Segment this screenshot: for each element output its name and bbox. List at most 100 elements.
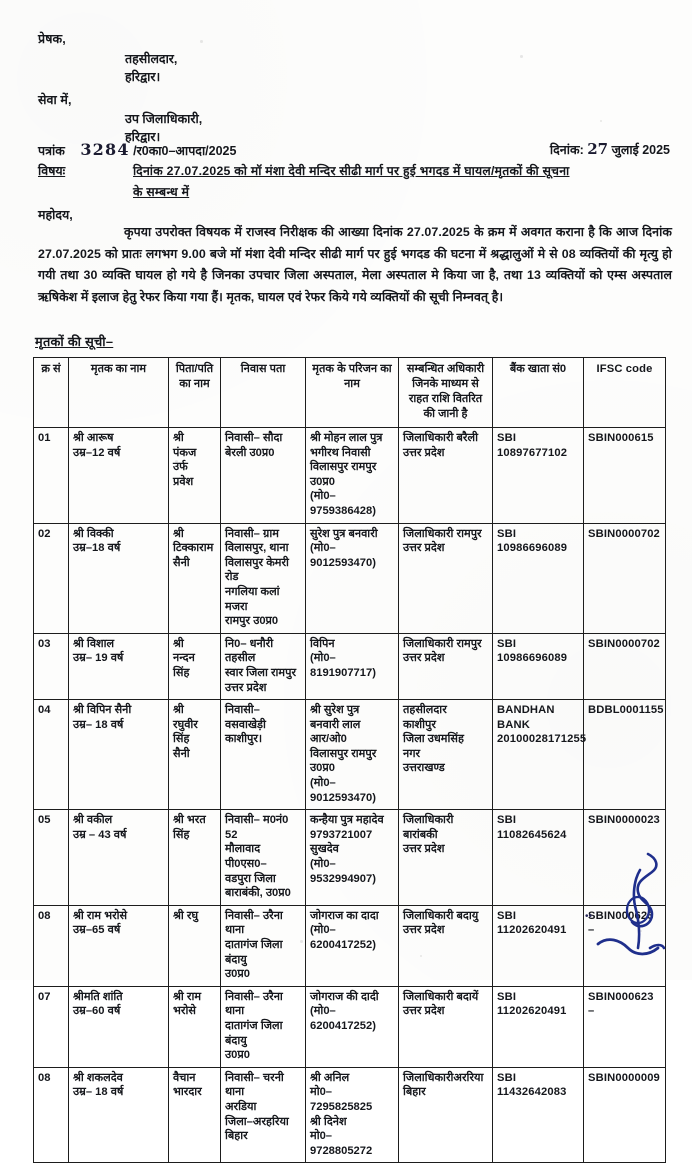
cell-address-line: काशीपुर। xyxy=(225,733,263,746)
cell-address-line: मौलावाद पी0एस0– xyxy=(225,843,267,871)
cell-ifsc-line: SBIN000615 xyxy=(588,432,654,444)
cell-kin-name-line: आर/ओ0 xyxy=(310,733,347,746)
table-row: 08 श्री राम भरोसे उम्र–65 वर्ष श्री रघु निवा… xyxy=(33,904,666,987)
cell-father-name-line: भारदार xyxy=(173,1086,202,1099)
col-header-bank-account: बैंक खाता सं0 xyxy=(492,357,584,428)
body-text: कृपया उपरोक्त विषयक में राजस्व निरीक्षक … xyxy=(38,225,672,304)
table-header-row: क्र सं मृतक का नाम पिता/पति का नाम निवास… xyxy=(33,357,666,428)
cell-deceased-name: श्री विपिन सैनी उम्र– 18 वर्ष xyxy=(68,699,169,811)
cell-deceased-name-line: उम्र–65 वर्ष xyxy=(73,924,121,937)
cell-relief-officer-line: जिलाधिकारी xyxy=(403,814,454,827)
cell-kin-name-line: 6200417252) xyxy=(310,1019,376,1032)
cell-ifsc: SBIN0000009 xyxy=(583,1066,666,1163)
recipient-label: सेवा में, xyxy=(38,93,72,107)
cell-kin-name-line: श्री सुरेश पुत्र xyxy=(310,704,360,717)
deceased-table: क्र सं मृतक का नाम पिता/पति का नाम निवास… xyxy=(33,357,666,1163)
cell-bank-account-line: SBI xyxy=(497,432,517,444)
col-header-relief-officer: सम्बन्धित अधिकारी जिनके माध्यम से राहत र… xyxy=(398,357,493,428)
cell-address-line: नि0– धनौरी तहसील xyxy=(225,637,274,665)
cell-kin-name-line: जोगराज का दादा xyxy=(310,909,379,922)
cell-ifsc-line: BDBL0001155 xyxy=(588,704,664,717)
cell-address-line: विलासपुर केमरी रोड xyxy=(225,556,289,584)
cell-kin-name: जोगराज की दादी (मो0– 6200417252) xyxy=(305,985,399,1068)
cell-address-line: निवासी– उरैना थाना xyxy=(225,909,283,937)
cell-address-line: बेरली उ0प्र0 xyxy=(225,446,275,459)
subject-line-1: दिनांक 27.07.2025 को मॉ मंशा देवी मन्दिर… xyxy=(133,164,570,178)
cell-bank-account-line: 11202620491 xyxy=(497,924,567,937)
cell-deceased-name: श्री राम भरोसे उम्र–65 वर्ष xyxy=(68,904,169,987)
cell-ifsc-line: SBIN0000009 xyxy=(588,1071,660,1084)
cell-bank-account-line: SBI xyxy=(497,814,517,827)
table-row: 03 श्री विशाल उम्र– 19 वर्ष श्री नन्दन सिंह नि… xyxy=(33,632,666,701)
cell-deceased-name-line: श्री राम भरोसे xyxy=(73,909,128,922)
cell-kin-name-line: 6200417252) xyxy=(310,939,376,951)
cell-father-name-line: उर्फ xyxy=(173,461,188,474)
cell-ifsc-line: SBIN000623 xyxy=(588,990,654,1003)
cell-relief-officer: जिलाधिकारीअररिया बिहार xyxy=(398,1066,493,1163)
cell-kin-name-line: उ0प्र0 xyxy=(310,475,335,488)
cell-bank-account-line: SBI xyxy=(497,909,517,922)
cell-kin-name-line: भगीरथ निवासी xyxy=(310,446,371,459)
cell-address-line: निवासी– वसवाखेड़ी xyxy=(225,704,266,731)
cell-father-name-line: श्री भरत xyxy=(173,814,206,827)
cell-kin-name-line: (मो0– xyxy=(310,924,336,937)
letter-number-suffix: /र0का0–आपदा/2025 xyxy=(133,144,237,158)
letter-document: प्रेषक, तहसीलदार, हरिद्वार। सेवा में, उप… xyxy=(33,32,672,1163)
date-day-handwritten: 27 xyxy=(587,140,609,158)
cell-address-line: वडपुरा जिला xyxy=(225,872,276,885)
cell-ifsc: SBIN0000702 xyxy=(583,522,666,634)
cell-relief-officer-line: जिला उधमसिंह xyxy=(403,733,464,746)
cell-address-line: जिला–अरहरिया xyxy=(225,1115,289,1128)
cell-bank-account: SBI 11432642083 xyxy=(492,1066,584,1163)
cell-kin-name-line: सुरेश पुत्र बनवारी xyxy=(310,527,378,540)
cell-deceased-name-line: उम्र – 43 वर्ष xyxy=(73,828,127,841)
cell-deceased-name: श्री शकलदेव उम्र– 18 वर्ष xyxy=(68,1066,169,1163)
cell-bank-account: SBI 10986696089 xyxy=(492,632,584,701)
cell-relief-officer-line: जिलाधिकारी रामपुर xyxy=(403,527,482,540)
cell-serial: 03 xyxy=(33,632,69,701)
cell-kin-name-line: 9793721007 xyxy=(310,828,373,841)
cell-ifsc-line: SBIN0000702 xyxy=(588,637,660,650)
col-header-residence-address: निवास पता xyxy=(220,357,306,428)
cell-deceased-name: श्री विशाल उम्र– 19 वर्ष xyxy=(68,632,169,701)
cell-address: निवासी– म0नं0 52 मौलावाद पी0एस0– वडपुरा जि… xyxy=(220,809,306,906)
table-row: 07 श्रीमति शांति उम्र–60 वर्ष श्री राम भरोसे… xyxy=(33,985,666,1068)
cell-father-name-line: श्री xyxy=(173,432,184,444)
cell-address-line: दातागंज जिला बंदायु xyxy=(225,1019,283,1047)
cell-ifsc-line: SBIN0000702 xyxy=(588,527,660,540)
letter-number: पत्रांक 3284 /र0का0–आपदा/2025 xyxy=(38,140,236,159)
cell-address: निवासी– सौदा बेरली उ0प्र0 xyxy=(220,427,306,524)
table-row: 05 श्री वकील उम्र – 43 वर्ष श्री भरत सिंह निव… xyxy=(33,809,666,906)
cell-address-line: उ0प्र0 xyxy=(225,968,250,981)
cell-relief-officer: तहसीलदार काशीपुर जिला उधमसिंह नगर उत्तराखण्ड xyxy=(398,699,493,811)
table-row: 01 श्री आरूष उम्र–12 वर्ष श्री पंकज उर्फ प्रवे… xyxy=(33,427,666,524)
cell-bank-account-line: 11432642083 xyxy=(497,1086,567,1099)
cell-serial: 07 xyxy=(33,985,69,1068)
cell-kin-name: श्री सुरेश पुत्र बनवारी लाल आर/ओ0 विलासपुर … xyxy=(305,699,399,811)
cell-kin-name: कन्हैया पुत्र महादेव 9793721007 सुखदेव (मो0… xyxy=(305,809,399,906)
col-header-deceased-name: मृतक का नाम xyxy=(68,357,169,428)
cell-relief-officer-line: जिलाधिकारी बदायु xyxy=(403,909,479,922)
cell-kin-name-line: (मो0– xyxy=(310,652,336,665)
body-paragraph: कृपया उपरोक्त विषयक में राजस्व निरीक्षक … xyxy=(38,222,672,308)
cell-address-line: बाराबंकी, उ0प्र0 xyxy=(225,887,291,900)
cell-kin-name-line: बनवारी लाल xyxy=(310,718,361,731)
cell-kin-name: श्री अनिल मो0–7295825825 श्री दिनेश मो0–972… xyxy=(305,1066,399,1163)
cell-father-name: वैचान भारदार xyxy=(168,1066,221,1163)
cell-serial: 05 xyxy=(33,809,69,906)
cell-deceased-name-line: श्री विपिन सैनी xyxy=(73,704,132,717)
cell-father-name: श्री भरत सिंह xyxy=(168,809,221,906)
table-row: 02 श्री विक्की उम्र–18 वर्ष श्री टिक्काराम स… xyxy=(33,522,666,634)
cell-father-name: श्री रघुवीर सिंह सैनी xyxy=(168,699,221,811)
cell-father-name-line: वैचान xyxy=(173,1071,196,1084)
cell-kin-name-line: (मो0– xyxy=(310,1005,336,1018)
cell-kin-name-line: श्री मोहन लाल पुत्र xyxy=(310,432,383,444)
cell-deceased-name: श्रीमति शांति उम्र–60 वर्ष xyxy=(68,985,169,1068)
cell-serial: 08 xyxy=(33,1066,69,1163)
cell-father-name: श्री रघु xyxy=(168,904,221,987)
cell-father-name-line: भरोसे xyxy=(173,1005,196,1018)
cell-relief-officer-line: जिलाधिकारी बदायें xyxy=(403,990,479,1003)
cell-bank-account: SBI 10897677102 xyxy=(492,427,584,524)
cell-father-name-line: प्रवेश xyxy=(173,475,194,488)
cell-ifsc-line: SBIN0000023 xyxy=(588,814,660,827)
